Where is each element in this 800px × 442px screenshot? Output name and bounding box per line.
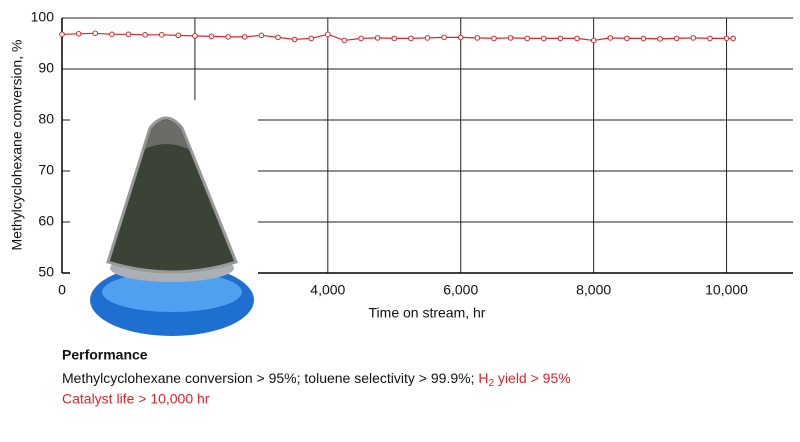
data-point	[308, 35, 315, 42]
h2-yield: yield > 95%	[494, 370, 571, 386]
data-point	[707, 35, 713, 42]
data-point	[374, 35, 381, 41]
performance-line1: Methylcyclohexane conversion > 95%; tolu…	[62, 370, 478, 386]
data-point	[225, 34, 231, 40]
data-point	[208, 33, 215, 40]
x-tick-label: 10,000	[705, 282, 748, 298]
data-point	[424, 35, 431, 41]
h2-subscript: 2	[488, 378, 494, 389]
data-point	[657, 36, 663, 42]
data-point	[540, 35, 547, 42]
data-point	[258, 32, 265, 39]
y-tick-label: 80	[38, 111, 54, 127]
image-highlight	[143, 120, 190, 150]
data-point	[408, 35, 414, 42]
data-point	[457, 34, 464, 41]
data-point	[341, 37, 348, 44]
data-point	[291, 36, 298, 43]
x-tick-label: 4,000	[310, 282, 345, 298]
y-tick-label: 60	[38, 213, 54, 229]
data-point	[474, 35, 481, 41]
data-point	[241, 34, 248, 40]
data-point	[59, 31, 65, 38]
x-tick-label: 8,000	[576, 282, 611, 298]
data-point	[690, 35, 697, 41]
data-point	[109, 31, 115, 38]
data-point	[175, 32, 182, 39]
data-point	[192, 33, 198, 39]
image-cone	[106, 116, 238, 274]
data-point	[590, 37, 597, 44]
performance-line2: Catalyst life > 10,000 hr	[62, 391, 210, 407]
h2-symbol: H	[478, 370, 488, 386]
y-axis-label: Methylcyclohexane conversion, %	[9, 40, 25, 251]
performance-heading: Performance	[62, 347, 148, 363]
data-point	[730, 35, 736, 42]
data-point	[557, 35, 564, 42]
data-point	[441, 34, 447, 41]
data-point	[142, 32, 148, 38]
x-tick-label: 6,000	[443, 282, 478, 298]
x-tick-label: 0	[58, 282, 66, 298]
data-point	[723, 35, 730, 42]
data-point	[275, 34, 281, 41]
x-axis-label: Time on stream, hr	[369, 305, 486, 321]
performance-text: Performance Methylcyclohexane conversion…	[62, 347, 571, 407]
data-point	[125, 31, 132, 38]
data-point	[491, 35, 497, 42]
data-point	[358, 35, 364, 42]
data-point	[391, 35, 398, 42]
y-tick-label: 70	[38, 162, 54, 178]
data-point	[673, 35, 680, 42]
data-point	[158, 32, 165, 38]
image-base-top	[102, 272, 242, 312]
data-point	[507, 35, 514, 41]
data-point	[640, 35, 647, 42]
catalyst-image	[70, 100, 258, 340]
data-point	[75, 31, 82, 37]
y-tick-label: 50	[38, 264, 54, 280]
data-point	[624, 35, 630, 42]
data-point	[92, 30, 99, 37]
performance-line: Methylcyclohexane conversion > 95%; tolu…	[62, 370, 571, 389]
y-tick-label: 90	[38, 60, 54, 76]
data-point	[524, 35, 530, 42]
data-point	[607, 35, 614, 41]
y-tick-label: 100	[31, 9, 55, 25]
data-point	[325, 31, 331, 38]
data-point	[574, 35, 580, 42]
